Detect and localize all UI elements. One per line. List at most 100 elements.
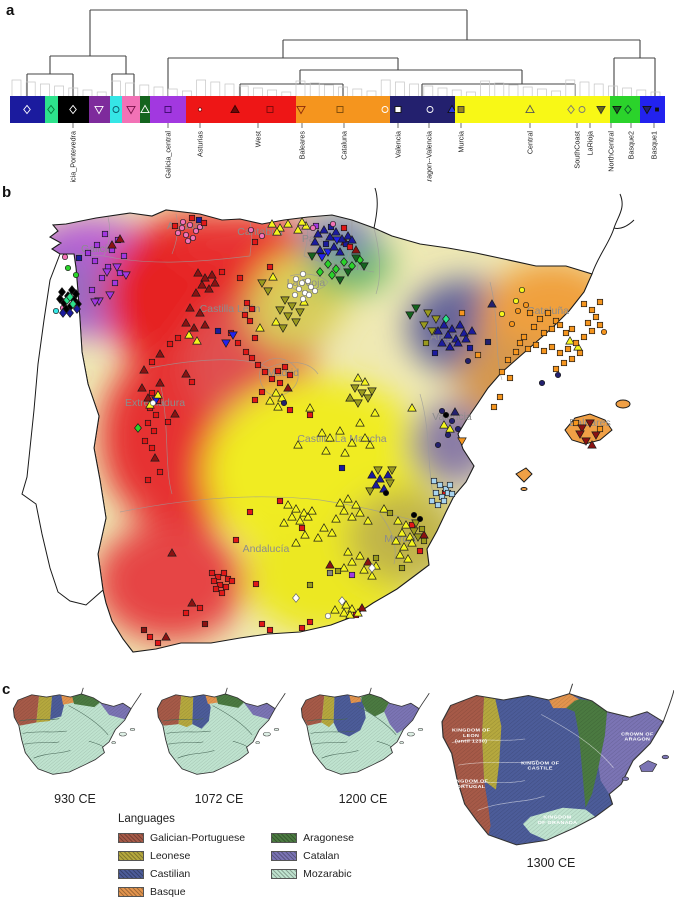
caption-1200ce: 1200 CE: [338, 792, 388, 806]
legend-entry-catalan: Catalan: [271, 847, 354, 864]
map-1200ce: 1200 CE: [294, 687, 432, 806]
sample-marker-s: [251, 396, 259, 404]
sample-marker-t: [195, 308, 205, 317]
sample-marker-s: [498, 368, 506, 376]
sample-marker-s: [116, 269, 124, 277]
legend-label: Basque: [150, 885, 186, 898]
sample-marker-t: [293, 440, 303, 449]
sample-marker-s: [246, 508, 254, 516]
sample-marker-c: [311, 287, 319, 295]
sample-marker-s: [592, 313, 600, 321]
sample-marker-s: [93, 241, 101, 249]
sample-marker-t: [487, 299, 497, 308]
sample-marker-s: [556, 349, 564, 357]
legend-label: Galician-Portuguese: [150, 831, 246, 844]
sample-marker-c: [258, 232, 266, 240]
sample-marker-t: [345, 393, 355, 402]
sample-marker-s: [484, 338, 492, 346]
legend-label: Catalan: [303, 849, 340, 862]
sample-marker-d: [280, 296, 290, 305]
sample-marker-t: [347, 438, 357, 447]
sample-marker-c: [304, 277, 312, 285]
sample-marker-c: [464, 357, 472, 365]
balearic-islands-small: [111, 728, 136, 745]
sample-marker-d: [373, 466, 383, 475]
sample-marker-s: [386, 509, 394, 517]
sample-marker-s: [243, 299, 251, 307]
sample-marker-d: [585, 419, 595, 428]
sample-marker-D: [58, 287, 66, 297]
sample-marker-t: [347, 235, 357, 244]
sample-marker-s: [281, 363, 289, 371]
sample-marker-t: [397, 528, 407, 537]
sample-marker-c: [554, 371, 562, 379]
fine-branch: [338, 86, 348, 96]
sample-marker-d: [385, 479, 395, 488]
map-930ce: 930 CE: [6, 687, 144, 806]
sample-marker-s: [148, 389, 156, 397]
sample-marker-t: [300, 530, 310, 539]
sample-marker-d: [575, 430, 585, 439]
sample-marker-s: [536, 315, 544, 323]
sample-marker-s: [248, 305, 256, 313]
sample-marker-t: [347, 512, 357, 521]
sample-marker-s: [174, 334, 182, 342]
sample-marker-d: [413, 533, 423, 542]
sample-marker-s: [306, 581, 314, 589]
sample-marker-t: [439, 420, 449, 429]
sample-marker-s: [150, 427, 158, 435]
sample-marker-s: [216, 581, 224, 589]
cluster-symbol-s: [655, 107, 659, 112]
dendrogram-panel: Galicia_Pontevedra Galicia_central Asturia…: [10, 9, 665, 182]
cluster-label: Cataluna: [340, 131, 349, 160]
legend-swatch-basque: [118, 886, 144, 897]
sample-marker-t: [360, 433, 370, 442]
sample-marker-s: [154, 639, 162, 647]
cluster-label: Aragon--Valencia: [425, 131, 434, 182]
cluster-symbol-d: [126, 106, 136, 115]
legend-entry-basque: Basque: [118, 883, 245, 900]
sample-marker-t: [161, 632, 171, 641]
sample-marker-d: [387, 466, 397, 475]
legend-swatch-galician: [118, 832, 144, 843]
cluster-block: [45, 96, 58, 123]
sample-marker-s: [228, 577, 236, 585]
legend-swatch-castilian: [118, 868, 144, 879]
language-legend: Languages Galician-Portuguese Leonese Cast…: [118, 813, 354, 900]
legend-entry-mozarabic: Mozarabic: [271, 865, 354, 882]
sample-marker-s: [372, 554, 380, 562]
fine-branch: [380, 79, 391, 96]
sample-marker-t: [379, 504, 389, 513]
sample-marker-d: [295, 308, 305, 317]
legend-swatch-mozarabic: [271, 868, 298, 879]
sample-marker-d: [105, 291, 115, 300]
fine-branch: [68, 87, 79, 96]
fine-branch: [565, 79, 576, 96]
sample-marker-s: [398, 564, 406, 572]
sample-marker-s: [298, 524, 306, 532]
sample-marker-s: [568, 355, 576, 363]
sample-marker-s: [548, 343, 556, 351]
sample-marker-s: [152, 411, 160, 419]
sample-marker-s: [540, 347, 548, 355]
sample-marker-d: [287, 302, 297, 311]
fine-branch: [267, 89, 277, 96]
sample-marker-t: [345, 610, 355, 619]
fine-branch: [522, 86, 533, 96]
sample-marker-D: [66, 292, 74, 302]
sample-marker-t: [355, 418, 365, 427]
sample-marker-s: [564, 345, 572, 353]
sample-marker-s: [580, 333, 588, 341]
cluster-label: Central: [526, 131, 535, 155]
sample-marker-c: [382, 489, 390, 497]
sample-marker-s: [572, 339, 580, 347]
island: [262, 731, 271, 737]
sample-marker-d: [317, 253, 327, 262]
sample-marker-t: [155, 349, 165, 358]
island: [111, 741, 116, 745]
sample-marker-s: [434, 501, 442, 509]
sample-marker-c: [307, 283, 315, 291]
sample-marker-D: [69, 299, 77, 309]
sample-marker-s: [556, 321, 564, 329]
sample-marker-c: [295, 285, 303, 293]
